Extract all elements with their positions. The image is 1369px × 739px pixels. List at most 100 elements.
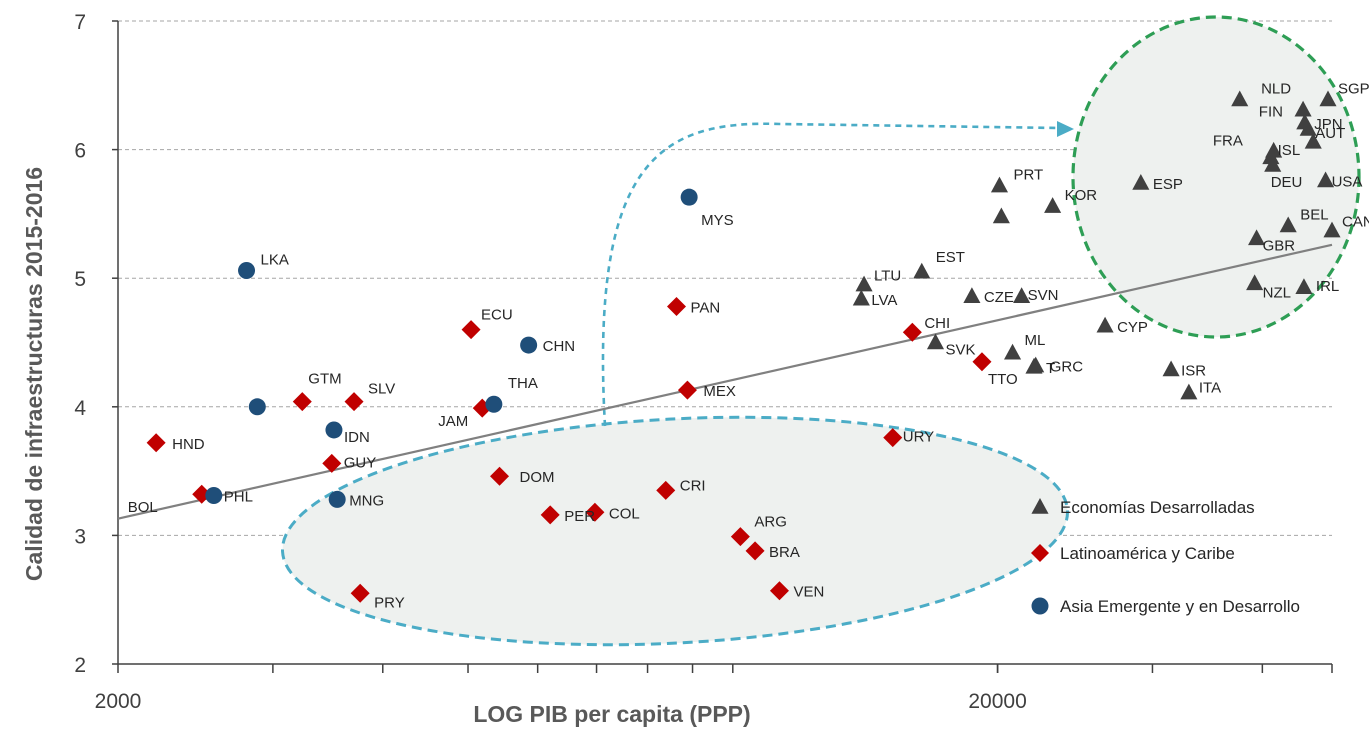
x-tick-label: 20000 <box>968 690 1026 713</box>
point-ury <box>883 428 903 448</box>
axes: 2 3 4 5 6 7 2000 20000 <box>74 11 1333 713</box>
point-hnd <box>146 433 166 453</box>
point-lva <box>852 289 870 306</box>
legend-marker-lat <box>1031 544 1049 562</box>
point-cri <box>656 480 676 500</box>
point-bel <box>1279 216 1297 233</box>
point-grc <box>1027 356 1045 373</box>
point-usa <box>1317 171 1335 188</box>
point-aut <box>1304 132 1322 149</box>
point-pry <box>350 583 370 603</box>
point-idn <box>325 421 343 439</box>
point-per <box>540 505 560 525</box>
label-slv: SLV <box>368 381 395 398</box>
legend-label-lat: Latinoamérica y Caribe <box>1060 544 1235 563</box>
label-can: CAN <box>1342 214 1369 231</box>
label-pry: PRY <box>374 594 405 611</box>
point-slv <box>344 392 364 412</box>
point-unlabeled <box>992 207 1010 224</box>
point-chn <box>520 336 538 354</box>
developed-cluster-ellipse <box>1071 15 1361 339</box>
point-ml <box>1004 343 1022 360</box>
label-per: PER <box>564 508 595 525</box>
label-svn: SVN <box>1028 287 1059 304</box>
label-sgp: SGP <box>1338 80 1369 97</box>
point-ita <box>1180 383 1198 400</box>
point-guy <box>322 453 342 473</box>
label-pan: PAN <box>691 299 721 316</box>
label-idn: IDN <box>344 429 370 446</box>
label-dom: DOM <box>520 469 555 486</box>
label-deu: DEU <box>1271 174 1303 191</box>
trendline <box>117 243 1333 520</box>
label-bra: BRA <box>769 544 800 561</box>
point-svn <box>1013 287 1031 303</box>
annotations <box>280 15 1361 647</box>
label-irl: IRL <box>1316 278 1339 295</box>
label-nld: NLD <box>1261 81 1291 98</box>
label-mng: MNG <box>349 492 384 509</box>
y-tick-label: 6 <box>74 140 86 163</box>
point-pan <box>667 296 687 316</box>
legend: Economías Desarrolladas Latinoamérica y C… <box>1031 498 1300 616</box>
legend-marker-asia <box>1031 597 1049 615</box>
label-chn: CHN <box>543 338 576 355</box>
point-isr <box>1162 360 1180 377</box>
label-ita: ITA <box>1199 380 1221 397</box>
label-arg: ARG <box>754 514 787 531</box>
point-unlabeled <box>1231 90 1249 107</box>
point-unlabeled <box>248 398 266 416</box>
point-jpn <box>1299 120 1317 136</box>
point-cyp <box>1096 316 1114 333</box>
point-est <box>913 262 931 279</box>
y-axis-title: Calidad de infraestructuras 2015-2016 <box>21 167 47 581</box>
point-phl <box>205 487 223 505</box>
point-tto <box>972 352 992 372</box>
label-gtm: GTM <box>308 371 341 388</box>
point-cze <box>963 287 981 303</box>
label-chi: CHI <box>924 315 950 332</box>
label-hnd: HND <box>172 436 205 453</box>
label-usa: USA <box>1332 173 1363 190</box>
trendline-line <box>117 243 1333 520</box>
y-tick-label: 3 <box>74 525 86 548</box>
point-prt <box>990 176 1009 193</box>
label-tto: TTO <box>988 371 1018 388</box>
label-ml: ML <box>1025 332 1046 349</box>
point-nld <box>1294 100 1312 117</box>
label-aut: AUT <box>1315 125 1345 142</box>
label-nzl: NZL <box>1263 284 1291 301</box>
label-kor: KOR <box>1065 187 1098 204</box>
point-deu <box>1264 156 1282 172</box>
point-ven <box>769 581 789 601</box>
legend-label-asia: Asia Emergente y en Desarrollo <box>1060 597 1300 616</box>
label-t: T <box>1046 360 1055 377</box>
point-bra <box>745 541 765 561</box>
label-bel: BEL <box>1300 206 1328 223</box>
label-ltu: LTU <box>874 268 901 285</box>
point-dom <box>490 466 510 486</box>
annotation-arrow-line <box>601 122 1061 427</box>
point-kor <box>1044 197 1062 213</box>
point-sgp <box>1319 90 1337 107</box>
point-gtm <box>292 392 312 412</box>
label-cri: CRI <box>680 477 706 494</box>
label-cze: CZE <box>984 289 1014 306</box>
label-jpn: JPN <box>1314 116 1342 133</box>
point-gbr <box>1248 229 1266 246</box>
point-lka <box>238 261 256 279</box>
y-tick-label: 4 <box>74 397 86 420</box>
legend-marker-dev <box>1031 498 1049 514</box>
label-lka: LKA <box>261 251 289 268</box>
point-nzl <box>1246 274 1264 291</box>
annotation-arrow-head <box>1057 121 1074 137</box>
label-mex: MEX <box>703 383 736 400</box>
y-tick-label: 5 <box>74 268 86 291</box>
label-svk: SVK <box>945 342 975 359</box>
latam-cluster-ellipse <box>280 415 1070 647</box>
label-lva: LVA <box>871 292 897 309</box>
point-tha <box>485 395 503 413</box>
label-gbr: GBR <box>1263 237 1296 254</box>
label-guy: GUY <box>344 454 377 471</box>
label-grc: GRC <box>1050 359 1084 376</box>
